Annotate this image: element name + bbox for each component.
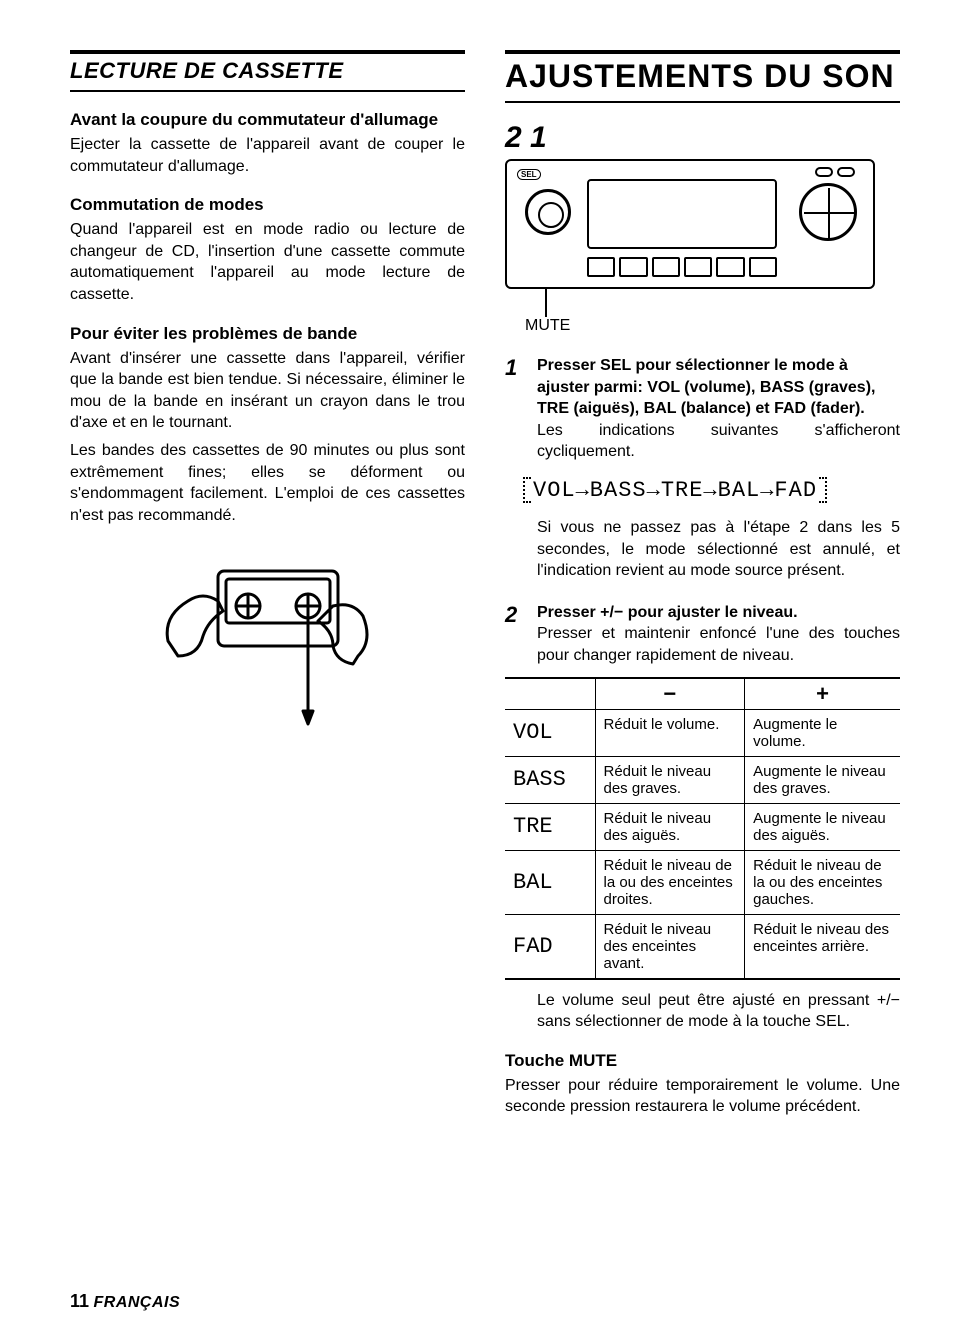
device-screen [587, 179, 777, 249]
step-bold: Presser +/− pour ajuster le niveau. [537, 602, 900, 624]
paragraph: Presser et maintenir enfoncé l'une des t… [537, 623, 900, 666]
table-row: VOL Réduit le volume. Augmente le volume… [505, 709, 900, 756]
rule [505, 101, 900, 103]
paragraph: Les indications suivantes s'afficheront … [537, 420, 900, 463]
paragraph: Si vous ne passez pas à l'étape 2 dans l… [537, 517, 900, 582]
row-plus: Réduit le niveau de la ou des enceintes … [745, 850, 900, 914]
right-column: AJUSTEMENTS DU SON 2 1 SEL MUTE 1 Presse… [505, 50, 900, 1118]
row-minus: Réduit le niveau des aiguës. [595, 803, 745, 850]
table-header-plus: + [745, 678, 900, 710]
left-column: LECTURE DE CASSETTE Avant la coupure du … [70, 50, 465, 1118]
row-plus: Augmente le volume. [745, 709, 900, 756]
table-row: BAL Réduit le niveau de la ou des encein… [505, 850, 900, 914]
rule [505, 50, 900, 54]
page-footer: 11 FRANÇAIS [70, 1291, 180, 1312]
row-minus: Réduit le niveau des enceintes avant. [595, 914, 745, 979]
page-language: FRANÇAIS [93, 1294, 180, 1311]
paragraph: Ejecter la cassette de l'appareil avant … [70, 134, 465, 177]
row-plus: Réduit le niveau des enceintes arrière. [745, 914, 900, 979]
device-illustration: SEL [505, 159, 875, 289]
cassette-illustration [148, 546, 388, 726]
row-key: BAL [505, 850, 595, 914]
lcd-sequence: VOL→BASS→TRE→BAL→FAD [523, 477, 900, 503]
device-wrap: SEL MUTE [505, 159, 900, 335]
row-key: FAD [505, 914, 595, 979]
row-plus: Augmente le niveau des aiguës. [745, 803, 900, 850]
paragraph: Les bandes des cassettes de 90 minutes o… [70, 440, 465, 526]
row-key: TRE [505, 803, 595, 850]
table-row: TRE Réduit le niveau des aiguës. Augment… [505, 803, 900, 850]
subheading: Commutation de modes [70, 195, 465, 215]
table-row: FAD Réduit le niveau des enceintes avant… [505, 914, 900, 979]
subheading: Avant la coupure du commutateur d'alluma… [70, 110, 465, 130]
rule [70, 90, 465, 92]
main-title: AJUSTEMENTS DU SON [505, 58, 900, 95]
lcd-text: VOL→BASS→TRE→BAL→FAD [533, 478, 817, 503]
row-key: BASS [505, 756, 595, 803]
step-2: 2 Presser +/− pour ajuster le niveau. Pr… [505, 602, 900, 667]
adjustments-table: − + VOL Réduit le volume. Augmente le vo… [505, 677, 900, 980]
step-body: Presser SEL pour sélectionner le mode à … [537, 355, 900, 463]
step-body: Presser +/− pour ajuster le niveau. Pres… [537, 602, 900, 667]
row-minus: Réduit le niveau des graves. [595, 756, 745, 803]
sel-badge: SEL [517, 169, 541, 180]
paragraph: Avant d'insérer une cassette dans l'appa… [70, 348, 465, 434]
right-knob-icon [799, 183, 857, 241]
row-key: VOL [505, 709, 595, 756]
section-title-left: LECTURE DE CASSETTE [70, 58, 465, 84]
subheading: Touche MUTE [505, 1051, 900, 1071]
badge-row [815, 167, 855, 177]
table-header-blank [505, 678, 595, 710]
paragraph: Presser pour réduire temporairement le v… [505, 1075, 900, 1118]
table-row: BASS Réduit le niveau des graves. Augmen… [505, 756, 900, 803]
table-header-minus: − [595, 678, 745, 710]
paragraph: Quand l'appareil est en mode radio ou le… [70, 219, 465, 305]
callout-line [545, 287, 547, 317]
row-plus: Augmente le niveau des graves. [745, 756, 900, 803]
mute-callout-label: MUTE [525, 317, 900, 335]
table-header-row: − + [505, 678, 900, 710]
button-row [587, 257, 777, 277]
row-minus: Réduit le volume. [595, 709, 745, 756]
row-minus: Réduit le niveau de la ou des enceintes … [595, 850, 745, 914]
step-1: 1 Presser SEL pour sélectionner le mode … [505, 355, 900, 463]
step-bold: Presser SEL pour sélectionner le mode à … [537, 355, 900, 420]
page-number: 11 [70, 1291, 89, 1311]
page: LECTURE DE CASSETTE Avant la coupure du … [70, 50, 904, 1118]
paragraph: Le volume seul peut être ajusté en press… [537, 990, 900, 1033]
rule [70, 50, 465, 54]
step-21-label: 2 1 [505, 121, 900, 155]
step-number: 1 [505, 355, 525, 463]
step-number: 2 [505, 602, 525, 667]
left-knob-icon [525, 189, 571, 235]
subheading: Pour éviter les problèmes de bande [70, 324, 465, 344]
